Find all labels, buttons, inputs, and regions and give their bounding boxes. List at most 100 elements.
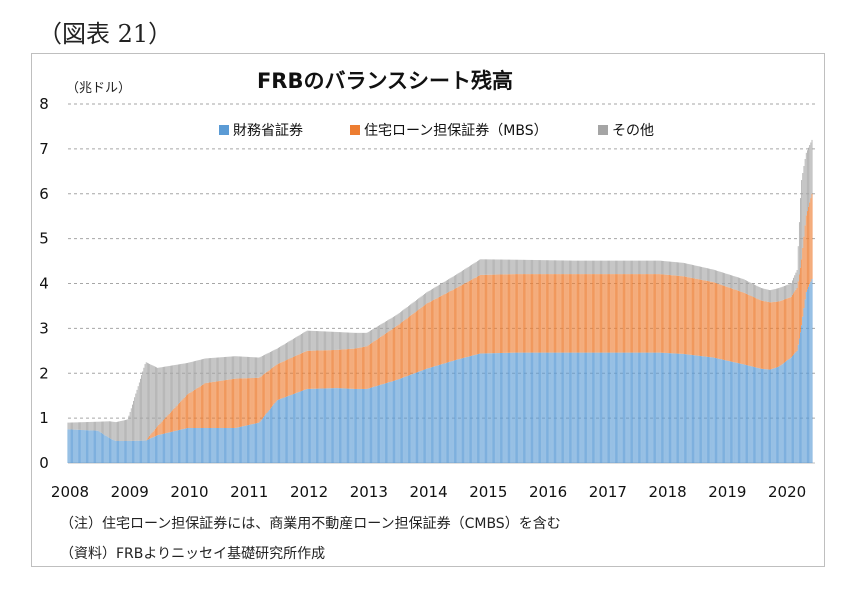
bar-segment [674, 262, 676, 276]
bar-segment [788, 284, 790, 298]
bar-segment [77, 422, 79, 430]
bar-segment [766, 369, 768, 463]
bar-segment [698, 266, 700, 280]
bar-segment [548, 274, 550, 353]
bar-segment [771, 302, 773, 370]
bar-segment [581, 352, 583, 463]
bar-segment [322, 331, 324, 351]
bar-segment [443, 294, 445, 364]
bar-segment [381, 323, 383, 337]
bar-segment [156, 427, 157, 436]
bar-segment [587, 260, 589, 275]
bar-segment [267, 371, 269, 412]
bar-segment [199, 428, 201, 463]
bar-segment [232, 356, 233, 380]
bar-segment [610, 260, 612, 275]
bar-segment [294, 338, 295, 357]
y-tick-label: 8 [39, 95, 49, 113]
bar-segment [682, 262, 684, 277]
bar-segment [741, 291, 743, 364]
bar-segment [656, 260, 658, 275]
bar-segment [734, 289, 736, 363]
bar-segment [536, 352, 538, 463]
bar-segment [528, 352, 530, 463]
bar-segment [102, 421, 103, 434]
bar-segment [104, 421, 106, 436]
bar-segment [98, 421, 100, 432]
bar-segment [274, 349, 276, 366]
bar-segment [309, 330, 310, 351]
bar-segment [71, 422, 72, 430]
bar-segment [493, 259, 494, 275]
bar-segment [754, 297, 755, 368]
bar-segment [614, 352, 616, 463]
bar-segment [381, 336, 383, 385]
bar-segment [764, 301, 766, 370]
bar-segment [383, 383, 385, 463]
bar-segment [132, 440, 133, 463]
bar-segment [155, 366, 156, 429]
bar-segment [152, 431, 154, 438]
bar-segment [715, 282, 716, 358]
bar-segment [662, 352, 663, 463]
bar-segment [650, 274, 652, 353]
bar-segment [698, 279, 700, 356]
bar-segment [210, 382, 211, 428]
bar-segment [266, 371, 268, 413]
bar-segment [404, 376, 406, 463]
bar-segment [410, 374, 412, 463]
bar-segment [510, 259, 512, 275]
bar-segment [770, 302, 771, 370]
bar-segment [81, 422, 83, 430]
bar-segment [801, 259, 803, 326]
bar-segment [554, 352, 555, 463]
bar-segment [679, 275, 681, 354]
bar-segment [706, 280, 708, 357]
bar-segment [68, 422, 70, 430]
bar-segment [784, 286, 785, 300]
bar-segment [543, 352, 545, 463]
bar-segment [542, 274, 544, 353]
bar-segment [356, 332, 358, 349]
bar-segment [716, 358, 717, 463]
bar-segment [283, 344, 285, 362]
bar-segment [188, 362, 190, 394]
bar-segment [703, 280, 705, 357]
bar-segment [785, 361, 786, 463]
bar-segment [67, 429, 69, 463]
bar-segment [474, 262, 476, 278]
bar-segment [320, 350, 322, 389]
bar-segment [537, 352, 539, 463]
bar-segment [449, 361, 451, 463]
bar-segment [203, 428, 205, 463]
bar-segment [214, 357, 216, 382]
bar-segment [769, 290, 770, 303]
bar-segment [233, 356, 234, 379]
bar-segment [353, 388, 355, 463]
bar-segment [68, 429, 70, 463]
bar-segment [296, 355, 298, 393]
bar-segment [376, 326, 378, 340]
bar-segment [358, 332, 360, 348]
bar-segment [751, 366, 753, 463]
bar-segment [298, 391, 300, 463]
bar-segment [610, 274, 612, 353]
bar-segment [687, 263, 689, 278]
bar-segment [598, 352, 600, 463]
bar-segment [342, 332, 344, 350]
bar-segment [513, 352, 515, 463]
bar-segment [574, 260, 576, 275]
bar-segment [355, 388, 356, 463]
source-note: （資料）FRBよりニッセイ基礎研究所作成 [60, 546, 326, 562]
bar-segment [440, 296, 441, 365]
bar-segment [713, 282, 715, 358]
bar-segment [588, 260, 590, 275]
bar-segment [146, 362, 148, 439]
bar-segment [433, 366, 435, 463]
bar-segment [343, 388, 345, 463]
bar-segment [178, 364, 179, 405]
bar-segment [189, 362, 191, 393]
bar-segment [379, 385, 381, 463]
bar-segment [130, 440, 132, 463]
bar-segment [628, 260, 630, 275]
